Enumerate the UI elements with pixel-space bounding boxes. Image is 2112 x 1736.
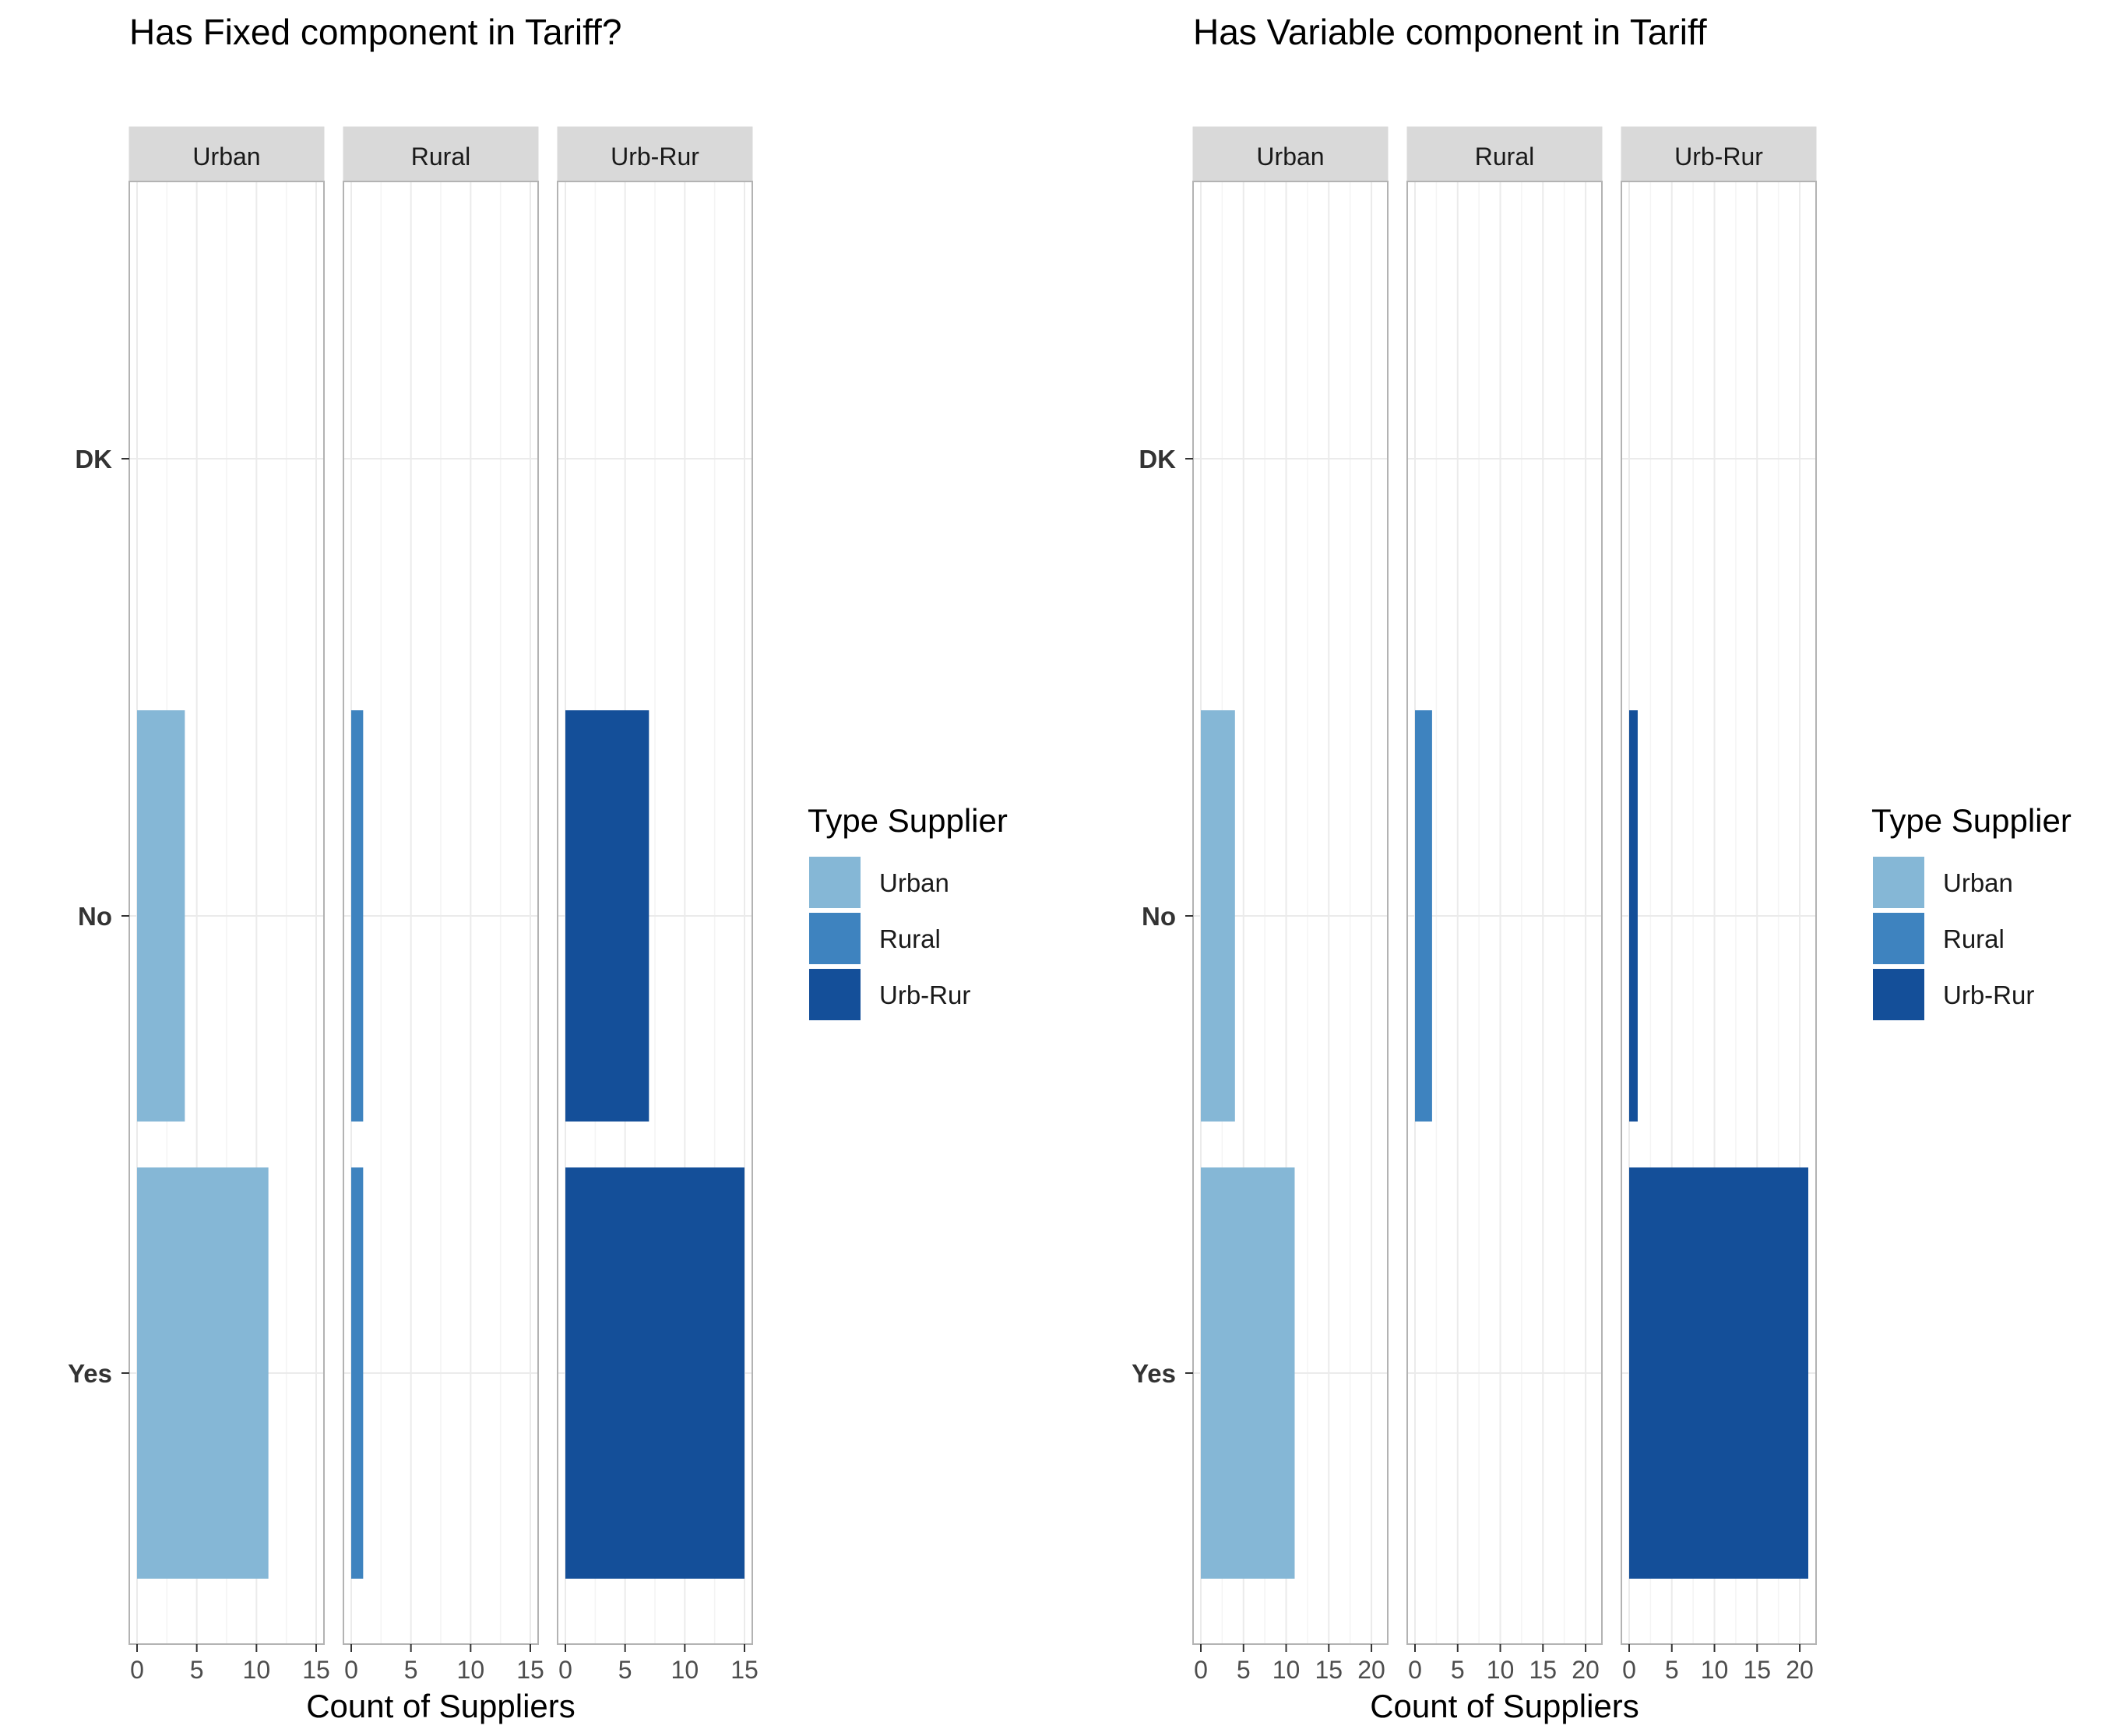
- bar-rural-yes: [351, 1167, 364, 1579]
- x-tick-label: 5: [1451, 1656, 1465, 1684]
- chart-1: Has Fixed component in Tariff? Urban 0 5 10 1…: [68, 12, 1008, 1724]
- x-tick-label: 10: [1487, 1656, 1515, 1684]
- x-axis-title: Count of Suppliers: [306, 1688, 576, 1724]
- x-tick-label: 20: [1786, 1656, 1814, 1684]
- bar-urb-rur-yes: [565, 1167, 744, 1579]
- x-tick-label: 5: [618, 1656, 632, 1684]
- x-tick-label: 15: [516, 1656, 544, 1684]
- panel-border: [1406, 181, 1603, 1645]
- facet-strip-label: Urban: [1256, 143, 1324, 171]
- legend-title: Type Supplier: [1871, 802, 2072, 839]
- y-tick-label: No: [78, 902, 112, 931]
- bar-urban-yes: [137, 1167, 269, 1579]
- legend-swatch-rural: [809, 913, 861, 964]
- x-tick-label: 20: [1357, 1656, 1385, 1684]
- facet-strip: [128, 126, 325, 182]
- legend-swatch-urb-rur: [809, 969, 861, 1020]
- panel-border: [343, 181, 539, 1645]
- x-tick-label: 15: [1743, 1656, 1771, 1684]
- facet-strip: [1621, 126, 1817, 182]
- facet-strip: [557, 126, 753, 182]
- y-tick-label: DK: [75, 445, 112, 474]
- x-tick-label: 15: [1529, 1656, 1557, 1684]
- panel-border: [1621, 181, 1817, 1645]
- x-tick-label: 0: [1408, 1656, 1422, 1684]
- y-tick-label: No: [1142, 902, 1176, 931]
- legend-swatch-urban: [809, 857, 861, 908]
- facet-panel-rural: Rural 0 5 10 15 20: [1406, 126, 1603, 1684]
- x-tick-label: 0: [1622, 1656, 1636, 1684]
- x-tick-label: 0: [130, 1656, 144, 1684]
- panel-border: [557, 181, 753, 1645]
- x-tick-label: 0: [1194, 1656, 1208, 1684]
- x-tick-label: 10: [1701, 1656, 1729, 1684]
- x-axis-title: Count of Suppliers: [1370, 1688, 1639, 1724]
- facet-strip-label: Urb-Rur: [1674, 143, 1763, 171]
- legend-label: Urban: [879, 868, 949, 897]
- facet-panel-urban: Urban 0 5 10 15 20: [1192, 126, 1389, 1684]
- legend-label: Rural: [879, 924, 941, 953]
- bar-rural-no: [1415, 710, 1432, 1122]
- facet-panel-urb-rur: Urb-Rur 0 5 10 15: [557, 126, 759, 1684]
- panel-border: [1192, 181, 1389, 1645]
- bar-urban-yes: [1201, 1167, 1295, 1579]
- facet-strip: [1192, 126, 1389, 182]
- legend-label: Urb-Rur: [879, 981, 970, 1009]
- x-tick-label: 15: [302, 1656, 330, 1684]
- y-tick-label: Yes: [1132, 1359, 1176, 1388]
- bar-rural-no: [351, 710, 364, 1122]
- x-tick-label: 0: [344, 1656, 358, 1684]
- x-tick-label: 10: [1272, 1656, 1301, 1684]
- legend-label: Rural: [1943, 924, 2005, 953]
- chart-title: Has Fixed component in Tariff?: [129, 12, 621, 52]
- bar-urban-no: [1201, 710, 1235, 1122]
- x-tick-label: 10: [457, 1656, 485, 1684]
- bar-urb-rur-yes: [1629, 1167, 1808, 1579]
- facet-panel-urb-rur: Urb-Rur 0 5 10 15 20: [1621, 126, 1817, 1684]
- bar-urb-rur-no: [565, 710, 649, 1122]
- y-tick-label: Yes: [68, 1359, 112, 1388]
- facet-panel-rural: Rural 0 5 10 15: [343, 126, 544, 1684]
- facet-strip-label: Urban: [192, 143, 260, 171]
- facet-strip: [343, 126, 539, 182]
- legend-title: Type Supplier: [808, 802, 1008, 839]
- x-tick-label: 5: [1237, 1656, 1251, 1684]
- x-tick-label: 5: [1665, 1656, 1679, 1684]
- facet-strip: [1406, 126, 1603, 182]
- bar-urban-no: [137, 710, 185, 1122]
- panel-background: [1407, 181, 1602, 1644]
- x-tick-label: 10: [671, 1656, 699, 1684]
- facet-strip-label: Rural: [1475, 143, 1534, 171]
- panel-border: [128, 181, 325, 1645]
- x-tick-label: 15: [730, 1656, 759, 1684]
- legend-swatch-urban: [1873, 857, 1924, 908]
- chart-title: Has Variable component in Tariff: [1193, 12, 1707, 52]
- facet-strip-label: Rural: [411, 143, 470, 171]
- x-tick-label: 15: [1315, 1656, 1343, 1684]
- legend-swatch-rural: [1873, 913, 1924, 964]
- facet-strip-label: Urb-Rur: [611, 143, 699, 171]
- x-tick-label: 0: [558, 1656, 572, 1684]
- x-tick-label: 10: [243, 1656, 271, 1684]
- x-tick-label: 5: [404, 1656, 418, 1684]
- y-tick-label: DK: [1139, 445, 1176, 474]
- legend-label: Urb-Rur: [1943, 981, 2034, 1009]
- x-tick-label: 5: [190, 1656, 204, 1684]
- x-tick-label: 20: [1572, 1656, 1600, 1684]
- legend: Type Supplier Urban Rural Urb-Rur: [1871, 802, 2072, 1020]
- legend-swatch-urb-rur: [1873, 969, 1924, 1020]
- legend-label: Urban: [1943, 868, 2013, 897]
- facet-panel-urban: Urban 0 5 10 15: [128, 126, 330, 1684]
- bar-urb-rur-no: [1629, 710, 1638, 1122]
- legend: Type Supplier Urban Rural Urb-Rur: [808, 802, 1008, 1020]
